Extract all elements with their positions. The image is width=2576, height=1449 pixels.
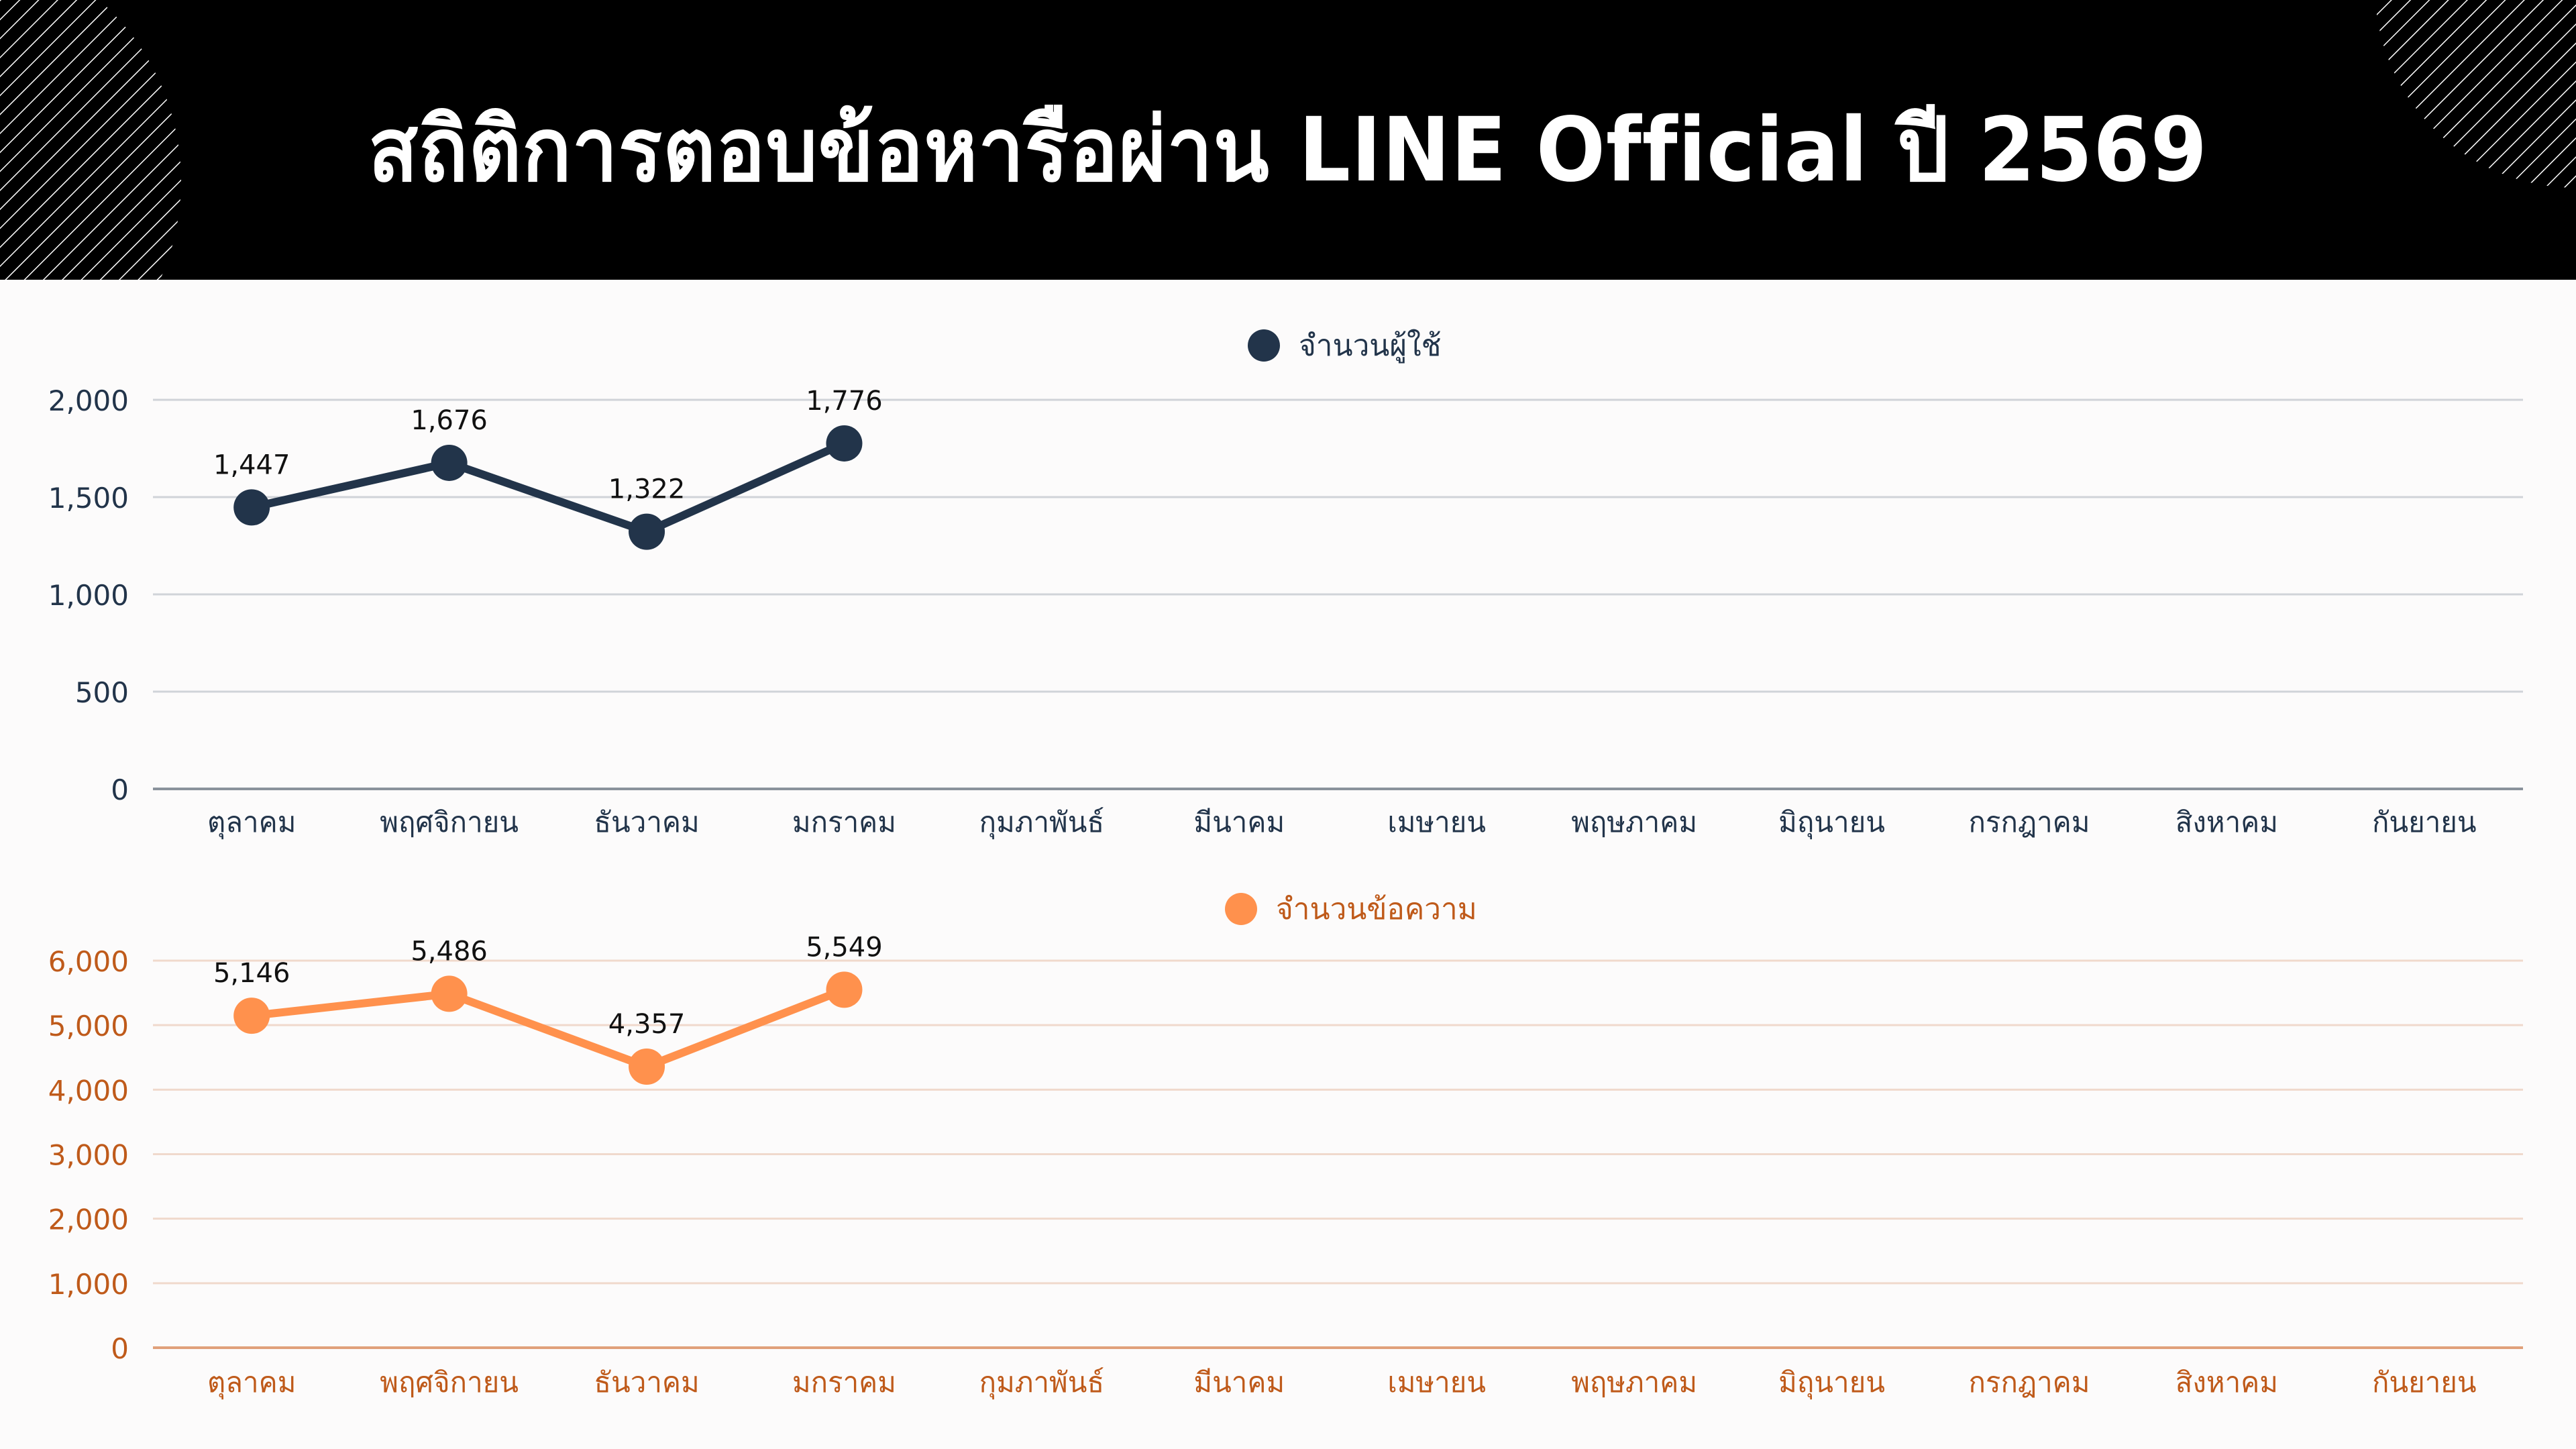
x-category-label: ธันวาคม bbox=[594, 806, 699, 839]
data-point[interactable] bbox=[431, 444, 468, 481]
y-tick-label: 0 bbox=[111, 773, 129, 806]
x-category-label: สิงหาคม bbox=[2176, 806, 2278, 839]
x-category-label: เมษายน bbox=[1387, 806, 1486, 839]
y-tick-label: 2,000 bbox=[48, 1203, 129, 1236]
y-tick-label: 6,000 bbox=[48, 945, 129, 978]
x-category-label: มกราคม bbox=[792, 806, 896, 839]
x-category-label: เมษายน bbox=[1387, 1366, 1486, 1399]
y-tick-label: 3,000 bbox=[48, 1139, 129, 1172]
x-category-label: กันยายน bbox=[2372, 1366, 2477, 1399]
data-point[interactable] bbox=[629, 513, 665, 550]
x-category-label: พฤศจิกายน bbox=[380, 806, 519, 839]
data-point[interactable] bbox=[826, 971, 863, 1008]
y-tick-label: 1,000 bbox=[48, 579, 129, 612]
x-category-label: มิถุนายน bbox=[1778, 1366, 1885, 1400]
hatched-circle-decoration bbox=[0, 0, 2576, 280]
legend-dot-icon bbox=[1248, 329, 1280, 362]
x-category-label: พฤษภาคม bbox=[1571, 806, 1697, 839]
series-line bbox=[250, 439, 846, 536]
page-title: สถิติการตอบข้อหารือผ่าน LINE Official ปี… bbox=[368, 99, 2208, 202]
legend-label: จำนวนข้อความ bbox=[1276, 892, 1477, 926]
x-category-label: มีนาคม bbox=[1193, 1366, 1285, 1399]
legend-users: จำนวนผู้ใช้ bbox=[1248, 322, 1441, 369]
y-tick-label: 1,000 bbox=[48, 1268, 129, 1301]
data-label: 1,776 bbox=[806, 386, 883, 417]
x-category-label: ตุลาคม bbox=[207, 806, 296, 840]
data-label: 5,549 bbox=[806, 932, 883, 963]
x-category-label: มกราคม bbox=[792, 1366, 896, 1399]
y-tick-label: 500 bbox=[75, 676, 129, 709]
x-category-label: มีนาคม bbox=[1193, 806, 1285, 839]
legend-messages: จำนวนข้อความ bbox=[1225, 885, 1477, 932]
legend-label: จำนวนผู้ใช้ bbox=[1299, 329, 1442, 363]
header-banner: สถิติการตอบข้อหารือผ่าน LINE Official ปี… bbox=[0, 0, 2576, 280]
data-point[interactable] bbox=[826, 425, 863, 462]
x-category-label: กรกฎาคม bbox=[1968, 1366, 2090, 1399]
x-category-label: ตุลาคม bbox=[207, 1366, 296, 1400]
x-category-label: กันยายน bbox=[2372, 806, 2477, 839]
data-label: 5,486 bbox=[411, 936, 488, 967]
x-category-label: กุมภาพันธ์ bbox=[979, 806, 1104, 840]
x-category-label: ธันวาคม bbox=[594, 1366, 699, 1399]
x-category-label: กุมภาพันธ์ bbox=[979, 1366, 1104, 1400]
data-label: 1,447 bbox=[213, 449, 290, 480]
data-label: 1,676 bbox=[411, 405, 488, 436]
data-point[interactable] bbox=[431, 975, 468, 1012]
data-label: 4,357 bbox=[608, 1009, 686, 1040]
data-label: 1,322 bbox=[608, 474, 686, 505]
legend-dot-icon bbox=[1225, 893, 1257, 925]
series-line bbox=[251, 985, 846, 1071]
x-category-label: สิงหาคม bbox=[2176, 1366, 2278, 1399]
y-tick-label: 1,500 bbox=[48, 482, 129, 515]
y-tick-label: 4,000 bbox=[48, 1074, 129, 1107]
data-point[interactable] bbox=[629, 1049, 665, 1085]
x-category-label: พฤศจิกายน bbox=[380, 1366, 519, 1399]
y-tick-label: 5,000 bbox=[48, 1010, 129, 1042]
x-category-label: พฤษภาคม bbox=[1571, 1366, 1697, 1399]
data-point[interactable] bbox=[233, 998, 270, 1034]
data-label: 5,146 bbox=[213, 958, 290, 989]
y-tick-label: 0 bbox=[111, 1332, 129, 1365]
x-category-label: กรกฎาคม bbox=[1968, 806, 2090, 839]
x-category-label: มิถุนายน bbox=[1778, 806, 1885, 840]
data-point[interactable] bbox=[233, 489, 270, 526]
y-tick-label: 2,000 bbox=[48, 384, 129, 417]
